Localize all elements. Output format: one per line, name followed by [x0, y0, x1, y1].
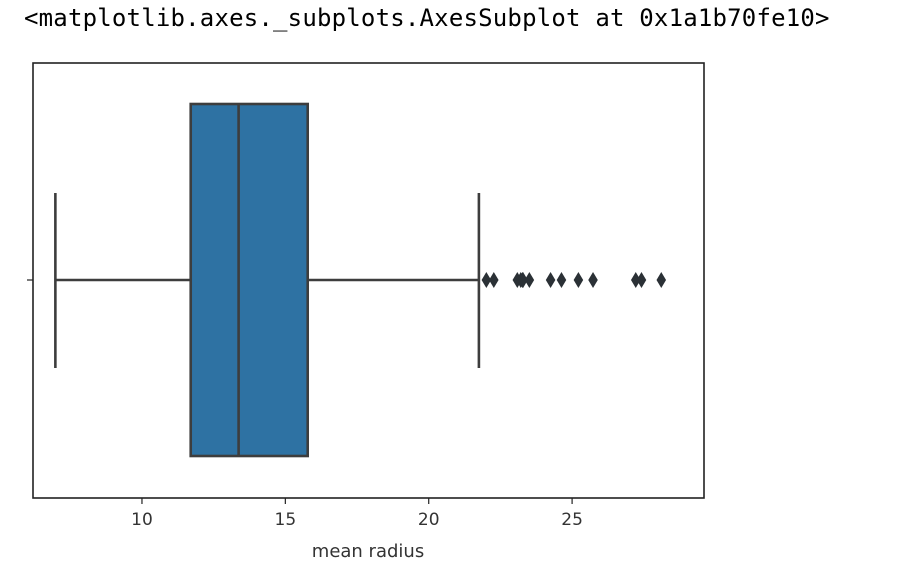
x-tick-label: 10: [131, 510, 153, 530]
interquartile-box: [189, 102, 310, 458]
outlier-point: [656, 272, 667, 288]
outlier-point: [545, 272, 556, 288]
outlier-point: [588, 272, 598, 288]
outlier-point: [481, 272, 492, 288]
outlier-point: [518, 272, 528, 288]
outlier-point: [556, 272, 567, 288]
output-repr-text: <matplotlib.axes._subplots.AxesSubplot a…: [24, 4, 830, 32]
x-axis-label: mean radius: [312, 541, 424, 562]
x-tick-label: 20: [418, 510, 440, 530]
outlier-point: [573, 272, 584, 288]
outlier-point: [636, 272, 647, 288]
x-tick-label: 15: [275, 510, 297, 530]
outlier-point: [489, 272, 499, 288]
outlier-point: [524, 272, 535, 288]
x-tick-label: 25: [561, 510, 583, 530]
